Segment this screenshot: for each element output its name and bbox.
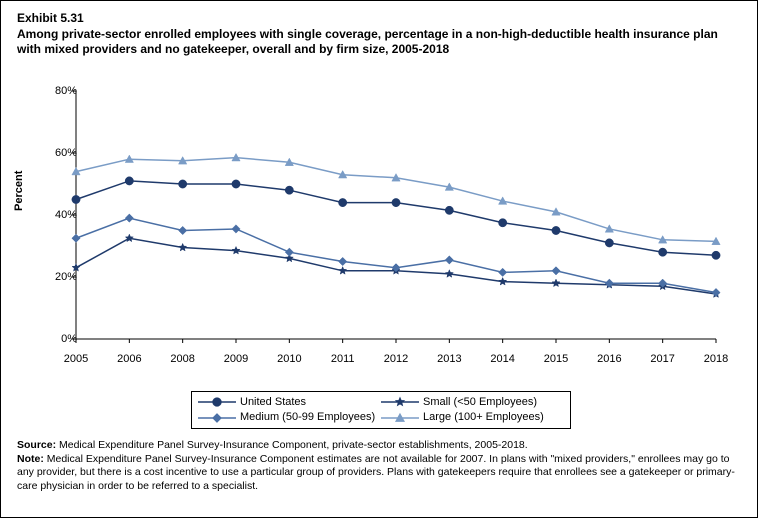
y-tick-label: 60%	[37, 147, 77, 159]
x-tick-label: 2016	[597, 353, 621, 365]
x-tick-label: 2017	[650, 353, 674, 365]
data-point	[339, 198, 347, 206]
legend-item: United States	[198, 395, 381, 410]
y-tick-label: 80%	[37, 85, 77, 97]
data-point	[445, 256, 453, 264]
data-point	[179, 226, 187, 234]
data-point	[72, 195, 80, 203]
data-point	[445, 206, 453, 214]
data-point	[552, 226, 560, 234]
legend-swatch-icon	[381, 411, 419, 425]
data-point	[232, 246, 240, 254]
x-tick-label: 2015	[544, 353, 568, 365]
data-point	[552, 267, 560, 275]
data-point	[445, 270, 453, 278]
footnotes: Source: Medical Expenditure Panel Survey…	[17, 439, 741, 494]
data-point	[499, 277, 507, 285]
note-label: Note:	[17, 453, 44, 465]
legend-item: Small (<50 Employees)	[381, 395, 564, 410]
x-tick-label: 2005	[64, 353, 88, 365]
y-axis-label: Percent	[13, 171, 25, 211]
data-point	[605, 279, 613, 287]
data-point	[339, 267, 347, 275]
x-tick-label: 2014	[490, 353, 514, 365]
y-tick-label: 20%	[37, 271, 77, 283]
x-tick-label: 2011	[331, 353, 355, 365]
exhibit-number: Exhibit 5.31	[17, 11, 741, 27]
source-line: Source: Medical Expenditure Panel Survey…	[17, 439, 741, 453]
note-line: Note: Medical Expenditure Panel Survey-I…	[17, 453, 741, 494]
exhibit-title: Among private-sector enrolled employees …	[17, 27, 741, 58]
data-point	[392, 198, 400, 206]
legend-swatch-icon	[198, 411, 236, 425]
x-tick-label: 2006	[117, 353, 141, 365]
legend-item: Medium (50-99 Employees)	[198, 410, 381, 425]
data-point	[179, 243, 187, 251]
data-point	[125, 177, 133, 185]
y-tick-label: 0%	[37, 333, 77, 345]
data-point	[232, 225, 240, 233]
note-text: Medical Expenditure Panel Survey-Insuran…	[17, 453, 735, 492]
data-point	[339, 257, 347, 265]
title-block: Exhibit 5.31 Among private-sector enroll…	[17, 11, 741, 58]
source-text: Medical Expenditure Panel Survey-Insuran…	[56, 439, 528, 451]
data-point	[659, 248, 667, 256]
data-point	[552, 279, 560, 287]
legend-swatch-icon	[198, 395, 236, 409]
legend-swatch-icon	[381, 395, 419, 409]
data-point	[605, 239, 613, 247]
y-tick-label: 40%	[37, 209, 77, 221]
x-tick-label: 2008	[170, 353, 194, 365]
data-point	[712, 251, 720, 259]
legend-label: United States	[240, 395, 306, 410]
legend-label: Medium (50-99 Employees)	[240, 410, 375, 425]
data-point	[499, 219, 507, 227]
x-tick-label: 2013	[437, 353, 461, 365]
x-tick-label: 2009	[224, 353, 248, 365]
line-chart	[56, 81, 726, 349]
legend-item: Large (100+ Employees)	[381, 410, 564, 425]
x-tick-label: 2012	[384, 353, 408, 365]
data-point	[712, 288, 720, 296]
exhibit-container: Exhibit 5.31 Among private-sector enroll…	[0, 0, 758, 518]
data-point	[125, 214, 133, 222]
x-tick-label: 2018	[704, 353, 728, 365]
legend-label: Large (100+ Employees)	[423, 410, 544, 425]
legend-label: Small (<50 Employees)	[423, 395, 537, 410]
data-point	[285, 248, 293, 256]
data-point	[232, 180, 240, 188]
data-point	[179, 180, 187, 188]
data-point	[285, 186, 293, 194]
data-point	[499, 268, 507, 276]
legend: United States Small (<50 Employees) Medium…	[191, 391, 571, 429]
source-label: Source:	[17, 439, 56, 451]
x-tick-label: 2010	[277, 353, 301, 365]
data-point	[72, 234, 80, 242]
